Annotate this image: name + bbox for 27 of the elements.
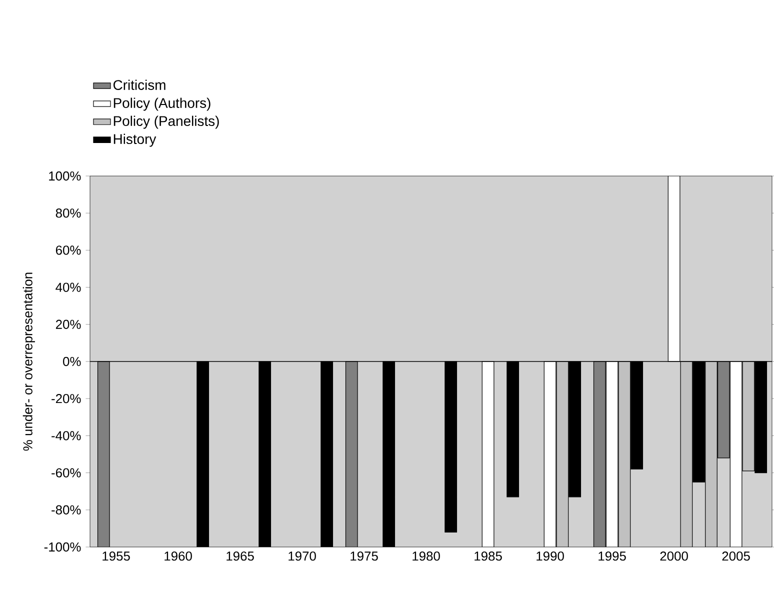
y-tick-label: 40%: [56, 282, 81, 292]
y-tick-label: -60%: [52, 468, 81, 478]
legend-label: Policy (Authors): [114, 98, 210, 111]
x-tick-label: 2000: [660, 552, 688, 561]
y-tick-label: -100%: [44, 542, 81, 552]
x-tick-label: 1970: [288, 552, 316, 561]
y-tick-label: -80%: [52, 505, 81, 514]
x-tick-label: 2005: [722, 552, 750, 561]
x-tick-label: 1960: [164, 552, 192, 561]
y-tick-label: -20%: [52, 394, 81, 404]
y-tick-label: 20%: [56, 320, 81, 329]
y-tick-label: 80%: [56, 208, 81, 218]
x-tick-label: 1980: [412, 552, 440, 561]
x-tick-label: 1965: [226, 552, 254, 561]
x-tick-label: 1955: [102, 552, 130, 561]
legend-label: Policy (Panelists): [114, 116, 219, 129]
legend-label: Criticism: [113, 80, 166, 90]
y-axis-title: % under- or overrepresentation: [22, 272, 35, 451]
x-tick-label: 1975: [350, 552, 378, 561]
y-tick-label: 100%: [49, 171, 81, 181]
legend-label: History: [114, 134, 156, 147]
y-tick-label: 0%: [63, 356, 81, 366]
y-tick-label: 60%: [56, 246, 81, 255]
x-tick-label: 1985: [474, 552, 502, 561]
x-tick-label: 1990: [536, 552, 564, 561]
x-tick-label: 1995: [598, 552, 626, 561]
y-tick-label: -40%: [52, 431, 81, 440]
